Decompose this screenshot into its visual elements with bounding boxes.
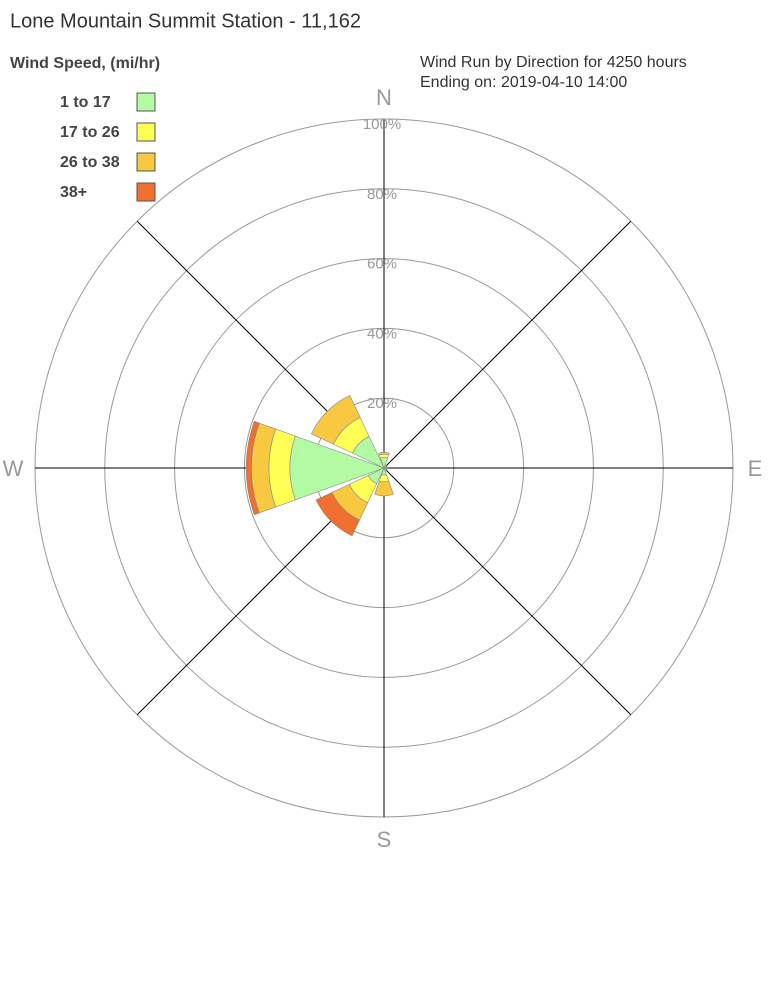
- legend-label: 17 to 26: [60, 124, 120, 141]
- r-tick-label: 80%: [367, 186, 397, 203]
- legend-label: 1 to 17: [60, 94, 111, 111]
- wedge-segment: [310, 394, 361, 445]
- subtitle: Wind Run by Direction for 4250 hours: [420, 54, 687, 71]
- chart-title: Lone Mountain Summit Station - 11,162: [10, 10, 361, 32]
- wedge-segment: [378, 451, 390, 456]
- r-tick-label: 20%: [367, 395, 397, 412]
- direction-label: N: [376, 85, 392, 110]
- legend-swatch: [136, 122, 156, 142]
- wedge-segment: [374, 480, 394, 497]
- spoke: [383, 467, 632, 716]
- legend-swatch: [136, 152, 156, 172]
- legend-label: 38+: [60, 184, 87, 201]
- legend-label: 26 to 38: [60, 154, 120, 171]
- r-tick-label: 60%: [367, 256, 397, 273]
- spoke: [383, 220, 632, 469]
- wedge-segment: [386, 466, 388, 470]
- legend-swatch: [136, 182, 156, 202]
- subtitle: Ending on: 2019-04-10 14:00: [420, 74, 627, 91]
- direction-label: E: [748, 456, 763, 481]
- direction-label: S: [377, 827, 392, 852]
- legend-title: Wind Speed, (mi/hr): [10, 55, 160, 72]
- legend-swatch: [136, 92, 156, 112]
- r-tick-label: 40%: [367, 325, 397, 342]
- wedge-segment: [245, 420, 260, 516]
- wedge-segment: [315, 492, 360, 537]
- r-tick-label: 100%: [363, 116, 401, 133]
- direction-label: W: [3, 456, 24, 481]
